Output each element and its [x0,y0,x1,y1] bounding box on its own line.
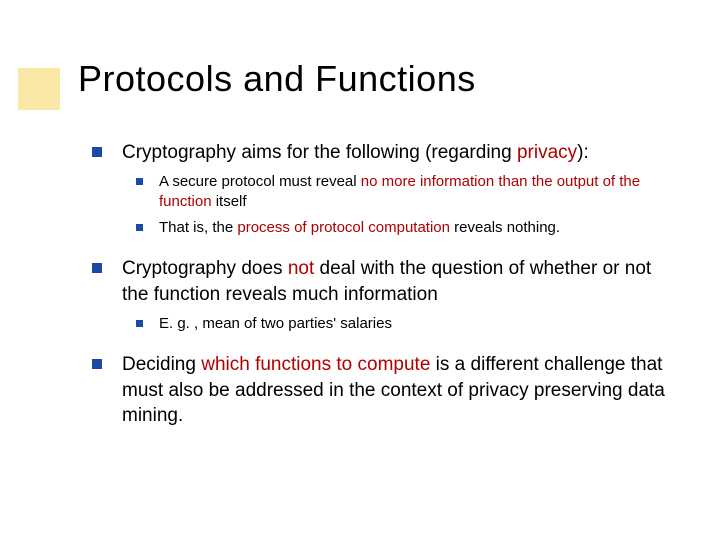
text-segment: Cryptography aims for the following (reg… [122,142,517,163]
bullet-text: A secure protocol must reveal no more in… [159,172,678,213]
bullet-l1: Cryptography aims for the following (reg… [78,140,678,166]
slide-body: Cryptography aims for the following (reg… [78,140,678,435]
bullet-text: Cryptography does not deal with the ques… [122,256,678,307]
square-bullet-icon [92,359,102,369]
bullet-l2: E. g. , mean of two parties' salaries [78,314,678,334]
bullet-text: Deciding which functions to compute is a… [122,352,678,429]
square-bullet-icon [136,224,143,231]
square-bullet-icon [92,263,102,273]
bullet-text: E. g. , mean of two parties' salaries [159,314,392,334]
slide-title: Protocols and Functions [78,58,476,100]
emphasis-text: which functions to compute [201,354,430,375]
emphasis-text: process of protocol computation [237,219,450,236]
bullet-l1: Cryptography does not deal with the ques… [78,256,678,307]
text-segment: Cryptography does [122,258,288,279]
title-accent-box [18,68,60,110]
square-bullet-icon [136,178,143,185]
bullet-l2: That is, the process of protocol computa… [78,218,678,238]
bullet-text: That is, the process of protocol computa… [159,218,560,238]
text-segment: That is, the [159,219,237,236]
text-segment: A secure protocol must reveal [159,173,361,190]
text-segment: ): [577,142,589,163]
emphasis-text: not [288,258,314,279]
square-bullet-icon [92,147,102,157]
bullet-l2: A secure protocol must reveal no more in… [78,172,678,213]
square-bullet-icon [136,320,143,327]
bullet-text: Cryptography aims for the following (reg… [122,140,589,166]
text-segment: itself [212,193,247,210]
emphasis-text: privacy [517,142,577,163]
text-segment: Deciding [122,354,201,375]
text-segment: reveals nothing. [450,219,560,236]
bullet-l1: Deciding which functions to compute is a… [78,352,678,429]
